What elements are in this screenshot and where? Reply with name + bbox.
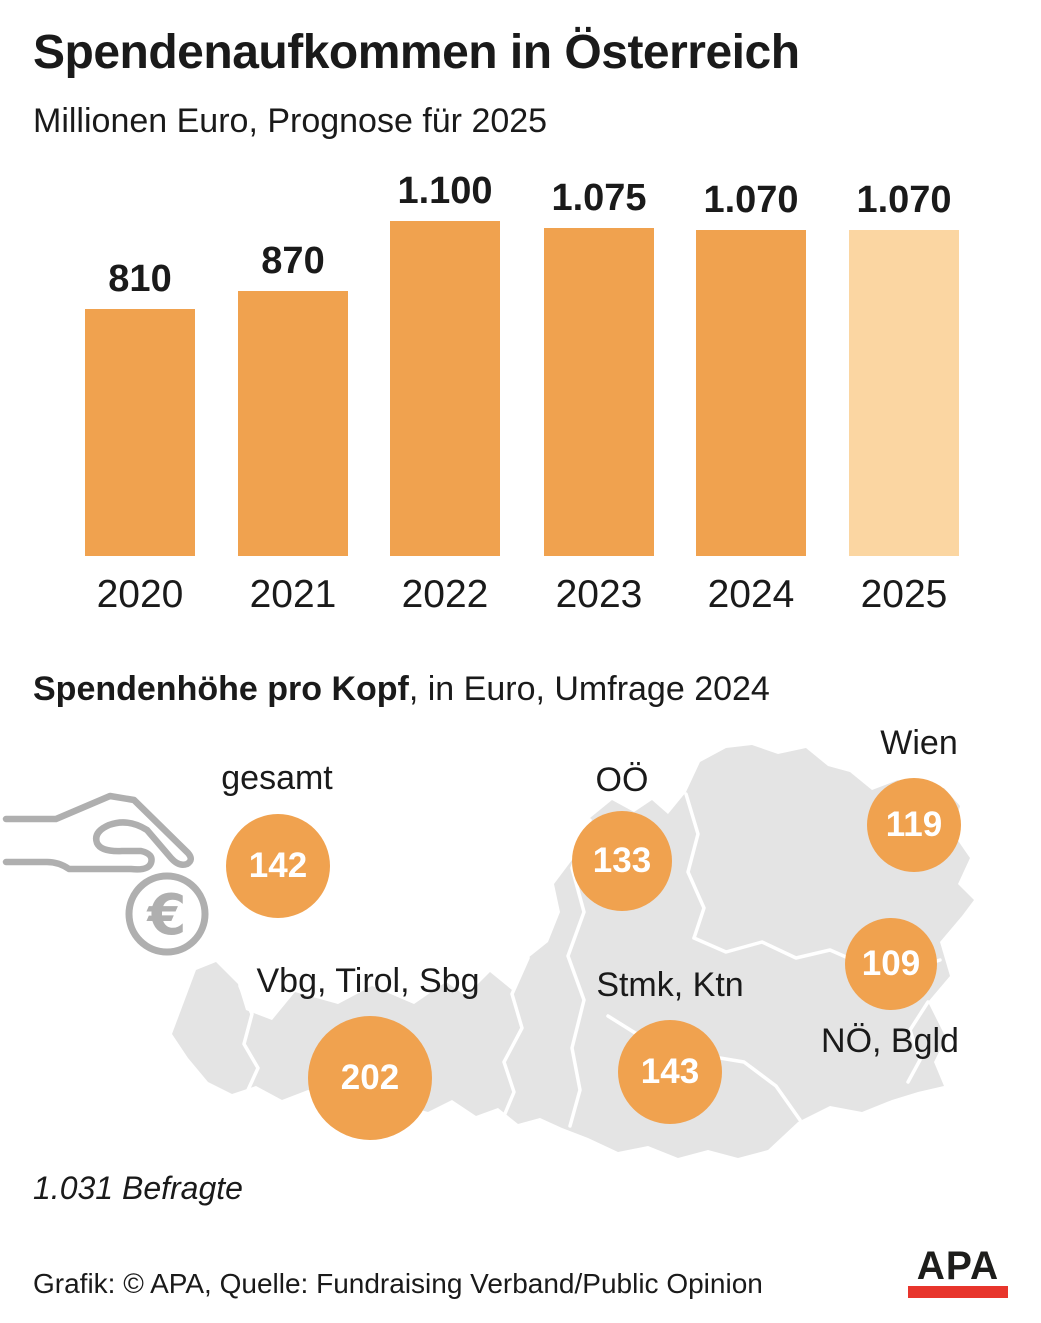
- apa-logo-red-bar: [908, 1286, 1008, 1298]
- region-value-bubble: 143: [618, 1020, 722, 1124]
- x-axis-label: 2025: [860, 573, 948, 616]
- footer-credit: Grafik: © APA, Quelle: Fundraising Verba…: [33, 1268, 763, 1299]
- region-value-bubble: 202: [308, 1016, 432, 1140]
- section-heading: Spendenhöhe pro Kopf, in Euro, Umfrage 2…: [33, 670, 770, 709]
- bar-value-label: 1.075: [551, 177, 647, 219]
- region-label: Wien: [880, 724, 958, 762]
- bar-value-label: 1.070: [856, 179, 952, 221]
- region-label: Vbg, Tirol, Sbg: [256, 962, 480, 1000]
- euro-coin-icon: [125, 872, 209, 956]
- region-value-bubble: 109: [845, 918, 937, 1010]
- section-heading-rest: , in Euro, Umfrage 2024: [408, 670, 770, 708]
- region-value-bubble: 119: [867, 778, 961, 872]
- bar-value-label: 1.070: [703, 179, 799, 221]
- x-axis-label: 2021: [249, 573, 337, 616]
- bar-2023: [544, 228, 654, 556]
- bar-value-label: 810: [108, 258, 172, 300]
- survey-note: 1.031 Befragte: [33, 1170, 243, 1206]
- bar-2025: [849, 230, 959, 556]
- bar-2022: [390, 221, 500, 556]
- page-subtitle: Millionen Euro, Prognose für 2025: [33, 102, 548, 140]
- bar-value-label: 1.100: [397, 170, 493, 212]
- hand-coin-icon: €: [2, 792, 209, 956]
- region-label: Stmk, Ktn: [596, 966, 744, 1004]
- x-axis-label: 2024: [707, 573, 795, 616]
- euro-sign: €: [146, 883, 187, 948]
- bar-2021: [238, 291, 348, 556]
- bar-2020: [85, 309, 195, 556]
- region-label: gesamt: [221, 759, 333, 797]
- x-axis-label: 2020: [96, 573, 184, 616]
- section-heading-bold: Spendenhöhe pro Kopf: [33, 670, 409, 708]
- region-value-bubble: 133: [572, 811, 672, 911]
- region-label: OÖ: [595, 761, 649, 799]
- apa-logo: APA: [908, 1244, 1008, 1300]
- apa-logo-text: APA: [916, 1244, 1000, 1289]
- bar-2024: [696, 230, 806, 556]
- bar-value-label: 870: [261, 240, 325, 282]
- region-value-bubble: 142: [226, 814, 330, 918]
- x-axis-label: 2022: [401, 573, 489, 616]
- page-title: Spendenaufkommen in Österreich: [33, 26, 800, 79]
- region-label: NÖ, Bgld: [821, 1022, 959, 1060]
- x-axis-label: 2023: [555, 573, 643, 616]
